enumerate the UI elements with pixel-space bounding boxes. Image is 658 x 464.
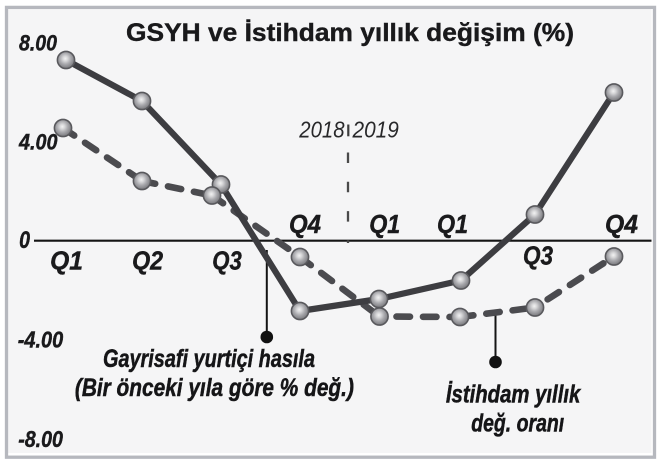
svg-text:GSYH ve İstihdam yıllık değişi: GSYH ve İstihdam yıllık değişim (%) [126,19,574,47]
svg-text:2019: 2019 [352,117,399,143]
svg-text:değ. oranı: değ. oranı [471,410,564,438]
svg-text:Q2: Q2 [132,246,163,276]
svg-text:Q4: Q4 [289,209,321,239]
svg-text:Q1: Q1 [437,209,468,239]
svg-text:8.00: 8.00 [19,31,57,56]
svg-text:İstihdam yıllık: İstihdam yıllık [446,381,581,409]
svg-text:2018: 2018 [298,117,344,143]
svg-text:Q3: Q3 [523,241,553,271]
svg-text:Q4: Q4 [605,209,638,239]
svg-text:4.00: 4.00 [18,130,58,155]
svg-text:(Bir önceki yıla göre % değ.): (Bir önceki yıla göre % değ.) [75,374,354,402]
svg-text:-8.00: -8.00 [18,426,63,452]
svg-text:-4.00: -4.00 [18,327,63,353]
svg-text:Q1: Q1 [369,209,400,239]
svg-text:0: 0 [19,227,30,254]
svg-text:Q3: Q3 [212,246,242,276]
svg-text:Q1: Q1 [50,246,83,276]
svg-text:Gayrisafi yurtiçi hasıla: Gayrisafi yurtiçi hasıla [103,345,315,373]
